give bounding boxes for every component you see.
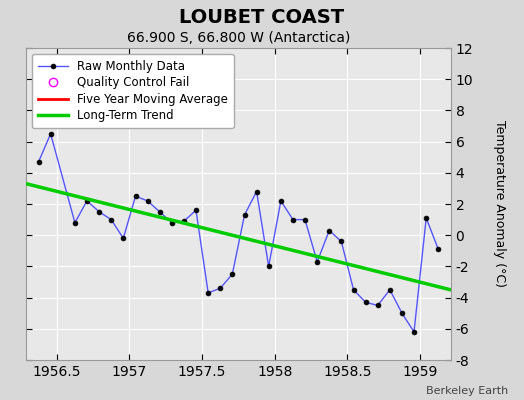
Raw Monthly Data bbox=[36, 160, 42, 164]
Raw Monthly Data bbox=[314, 259, 320, 264]
Raw Monthly Data bbox=[205, 290, 211, 295]
Raw Monthly Data bbox=[375, 303, 381, 308]
Raw Monthly Data bbox=[338, 239, 344, 244]
Text: LOUBET COAST: LOUBET COAST bbox=[179, 8, 345, 27]
Raw Monthly Data bbox=[48, 131, 54, 136]
Raw Monthly Data bbox=[266, 264, 272, 269]
Title: 66.900 S, 66.800 W (Antarctica): 66.900 S, 66.800 W (Antarctica) bbox=[127, 32, 350, 46]
Raw Monthly Data bbox=[387, 287, 393, 292]
Raw Monthly Data bbox=[217, 286, 223, 291]
Y-axis label: Temperature Anomaly (°C): Temperature Anomaly (°C) bbox=[493, 120, 506, 288]
Legend: Raw Monthly Data, Quality Control Fail, Five Year Moving Average, Long-Term Tren: Raw Monthly Data, Quality Control Fail, … bbox=[32, 54, 234, 128]
Raw Monthly Data bbox=[351, 287, 357, 292]
Raw Monthly Data bbox=[133, 194, 139, 198]
Raw Monthly Data bbox=[84, 198, 90, 203]
Raw Monthly Data bbox=[399, 311, 405, 316]
Raw Monthly Data bbox=[181, 219, 187, 224]
Raw Monthly Data bbox=[290, 217, 296, 222]
Raw Monthly Data bbox=[120, 236, 126, 241]
Raw Monthly Data bbox=[96, 210, 102, 214]
Text: Berkeley Earth: Berkeley Earth bbox=[426, 386, 508, 396]
Raw Monthly Data bbox=[169, 220, 175, 225]
Raw Monthly Data bbox=[302, 217, 308, 222]
Line: Raw Monthly Data: Raw Monthly Data bbox=[36, 131, 441, 334]
Raw Monthly Data bbox=[193, 208, 199, 213]
Raw Monthly Data bbox=[145, 198, 151, 203]
Raw Monthly Data bbox=[72, 220, 78, 225]
Raw Monthly Data bbox=[363, 300, 369, 305]
Raw Monthly Data bbox=[278, 198, 284, 203]
Raw Monthly Data bbox=[229, 272, 235, 277]
Raw Monthly Data bbox=[157, 210, 163, 214]
Raw Monthly Data bbox=[254, 189, 260, 194]
Raw Monthly Data bbox=[242, 212, 248, 217]
Raw Monthly Data bbox=[411, 330, 417, 334]
Raw Monthly Data bbox=[108, 217, 114, 222]
Raw Monthly Data bbox=[326, 228, 332, 233]
Raw Monthly Data bbox=[423, 216, 429, 220]
Raw Monthly Data bbox=[435, 247, 441, 252]
